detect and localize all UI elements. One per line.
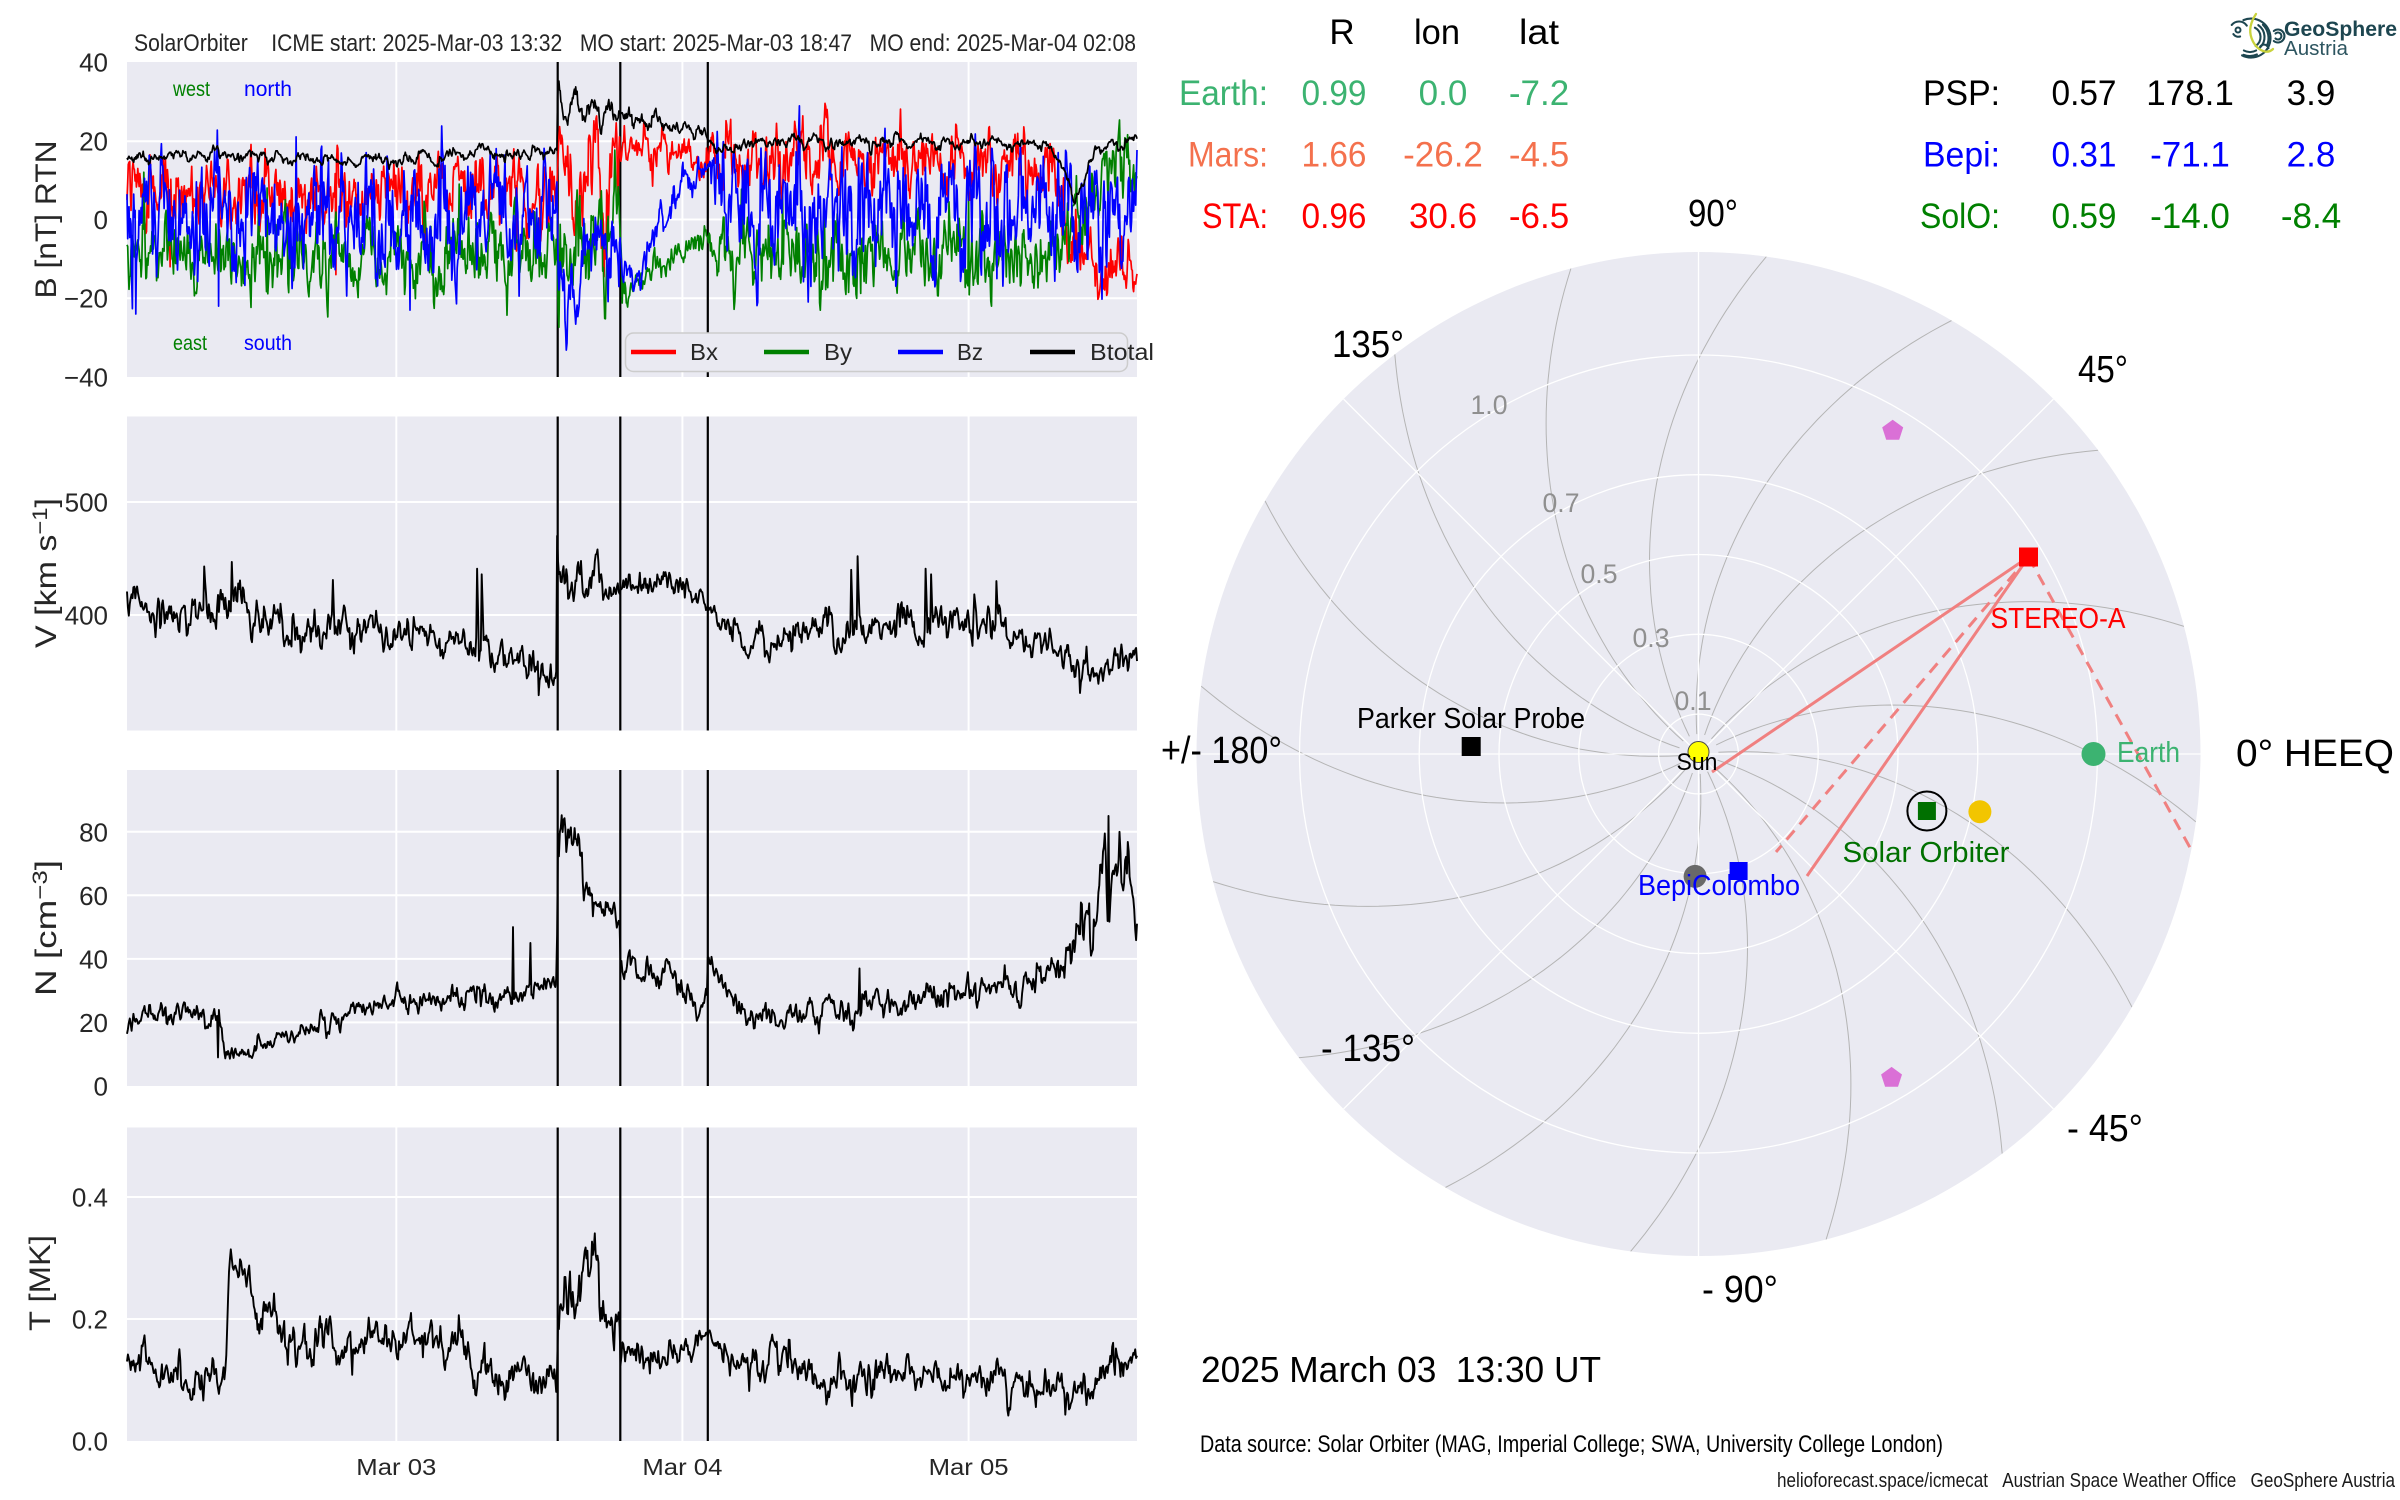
svg-text:STA:: STA: [1202,197,1268,236]
svg-text:Btotal: Btotal [1090,339,1154,365]
svg-text:Data source: Solar Orbiter (MA: Data source: Solar Orbiter (MAG, Imperia… [1200,1431,1943,1458]
svg-text:1.0: 1.0 [1471,390,1508,420]
svg-text:Earth: Earth [2117,737,2180,769]
svg-text:By: By [824,339,853,365]
svg-text:SolO:: SolO: [1920,197,2000,236]
svg-text:BepiColombo: BepiColombo [1638,870,1800,902]
svg-text:west: west [172,78,210,101]
svg-text:0.59: 0.59 [2052,197,2117,236]
svg-text:Bz: Bz [957,339,983,365]
svg-text:0.0: 0.0 [1419,74,1468,113]
svg-text:0.0: 0.0 [72,1427,108,1457]
svg-text:0.2: 0.2 [72,1305,108,1335]
svg-text:STEREO-A: STEREO-A [1991,603,2127,635]
svg-text:R: R [1329,13,1354,52]
svg-text:−20: −20 [64,284,108,314]
svg-text:0.4: 0.4 [72,1183,108,1213]
svg-text:east: east [173,332,207,355]
svg-text:- 135°: - 135° [1321,1028,1415,1070]
svg-text:Parker Solar Probe: Parker Solar Probe [1357,703,1585,735]
svg-text:0.96: 0.96 [1302,197,1367,236]
svg-text:0.1: 0.1 [1675,686,1712,716]
svg-text:2025 March 03 13:30 UT: 2025 March 03 13:30 UT [1201,1349,1601,1390]
svg-text:-26.2: -26.2 [1403,136,1483,175]
svg-text:40: 40 [79,48,108,78]
svg-text:135°: 135° [1332,324,1404,366]
svg-text:Mar 04: Mar 04 [642,1454,722,1480]
svg-text:B [nT] RTN: B [nT] RTN [30,141,63,299]
svg-text:-4.5: -4.5 [1509,136,1569,175]
svg-text:lat: lat [1519,13,1559,52]
svg-text:north: north [244,78,292,101]
svg-text:helioforecast.space/icmecat: helioforecast.space/icmecat Austrian Spa… [1777,1470,2396,1492]
svg-text:178.1: 178.1 [2146,74,2234,113]
svg-text:90°: 90° [1688,193,1738,235]
svg-text:20: 20 [79,1008,108,1038]
svg-text:0: 0 [94,1072,108,1102]
svg-text:Bx: Bx [690,339,719,365]
svg-text:-7.2: -7.2 [1509,74,1569,113]
svg-text:-71.1: -71.1 [2150,136,2230,175]
svg-text:20: 20 [79,127,108,157]
svg-text:500: 500 [65,488,108,518]
svg-text:PSP:: PSP: [1923,74,2000,113]
svg-text:south: south [244,332,292,355]
svg-text:+/- 180°: +/- 180° [1161,730,1282,772]
svg-text:3.9: 3.9 [2287,74,2336,113]
svg-text:Bepi:: Bepi: [1923,136,2000,175]
svg-text:-14.0: -14.0 [2150,197,2230,236]
svg-text:1.66: 1.66 [1302,136,1367,175]
svg-text:80: 80 [79,817,108,847]
svg-text:Earth:: Earth: [1179,74,1268,113]
svg-text:Mar 05: Mar 05 [929,1454,1009,1480]
svg-text:T [MK]: T [MK] [24,1235,57,1331]
svg-text:−40: −40 [64,363,108,393]
svg-text:2.8: 2.8 [2287,136,2336,175]
svg-text:60: 60 [79,881,108,911]
svg-text:-8.4: -8.4 [2281,197,2341,236]
svg-text:Mar 03: Mar 03 [356,1454,436,1480]
svg-text:400: 400 [65,601,108,631]
svg-text:lon: lon [1414,13,1460,52]
svg-text:0.3: 0.3 [1633,623,1670,653]
svg-text:0.31: 0.31 [2052,136,2117,175]
svg-text:0° HEEQ: 0° HEEQ [2236,733,2394,775]
svg-text:0.57: 0.57 [2052,74,2117,113]
svg-text:30.6: 30.6 [1409,197,1477,236]
svg-text:45°: 45° [2078,349,2128,391]
svg-text:SolarOrbiter ICME start: 20: SolarOrbiter ICME start: 2025-Mar-03 13:… [134,30,1136,57]
svg-text:Mars:: Mars: [1188,136,1268,175]
svg-text:40: 40 [79,944,108,974]
svg-text:0.99: 0.99 [1302,74,1367,113]
svg-text:Austria: Austria [2284,38,2349,60]
svg-text:-6.5: -6.5 [1509,197,1569,236]
svg-text:0.5: 0.5 [1581,559,1618,589]
svg-text:0.7: 0.7 [1543,488,1580,518]
svg-text:0: 0 [94,205,108,235]
svg-text:- 90°: - 90° [1702,1269,1778,1311]
svg-text:Solar Orbiter: Solar Orbiter [1843,837,2010,869]
svg-text:Sun: Sun [1677,749,1718,776]
svg-text:GeoSphere: GeoSphere [2284,18,2397,41]
svg-text:- 45°: - 45° [2067,1108,2143,1150]
